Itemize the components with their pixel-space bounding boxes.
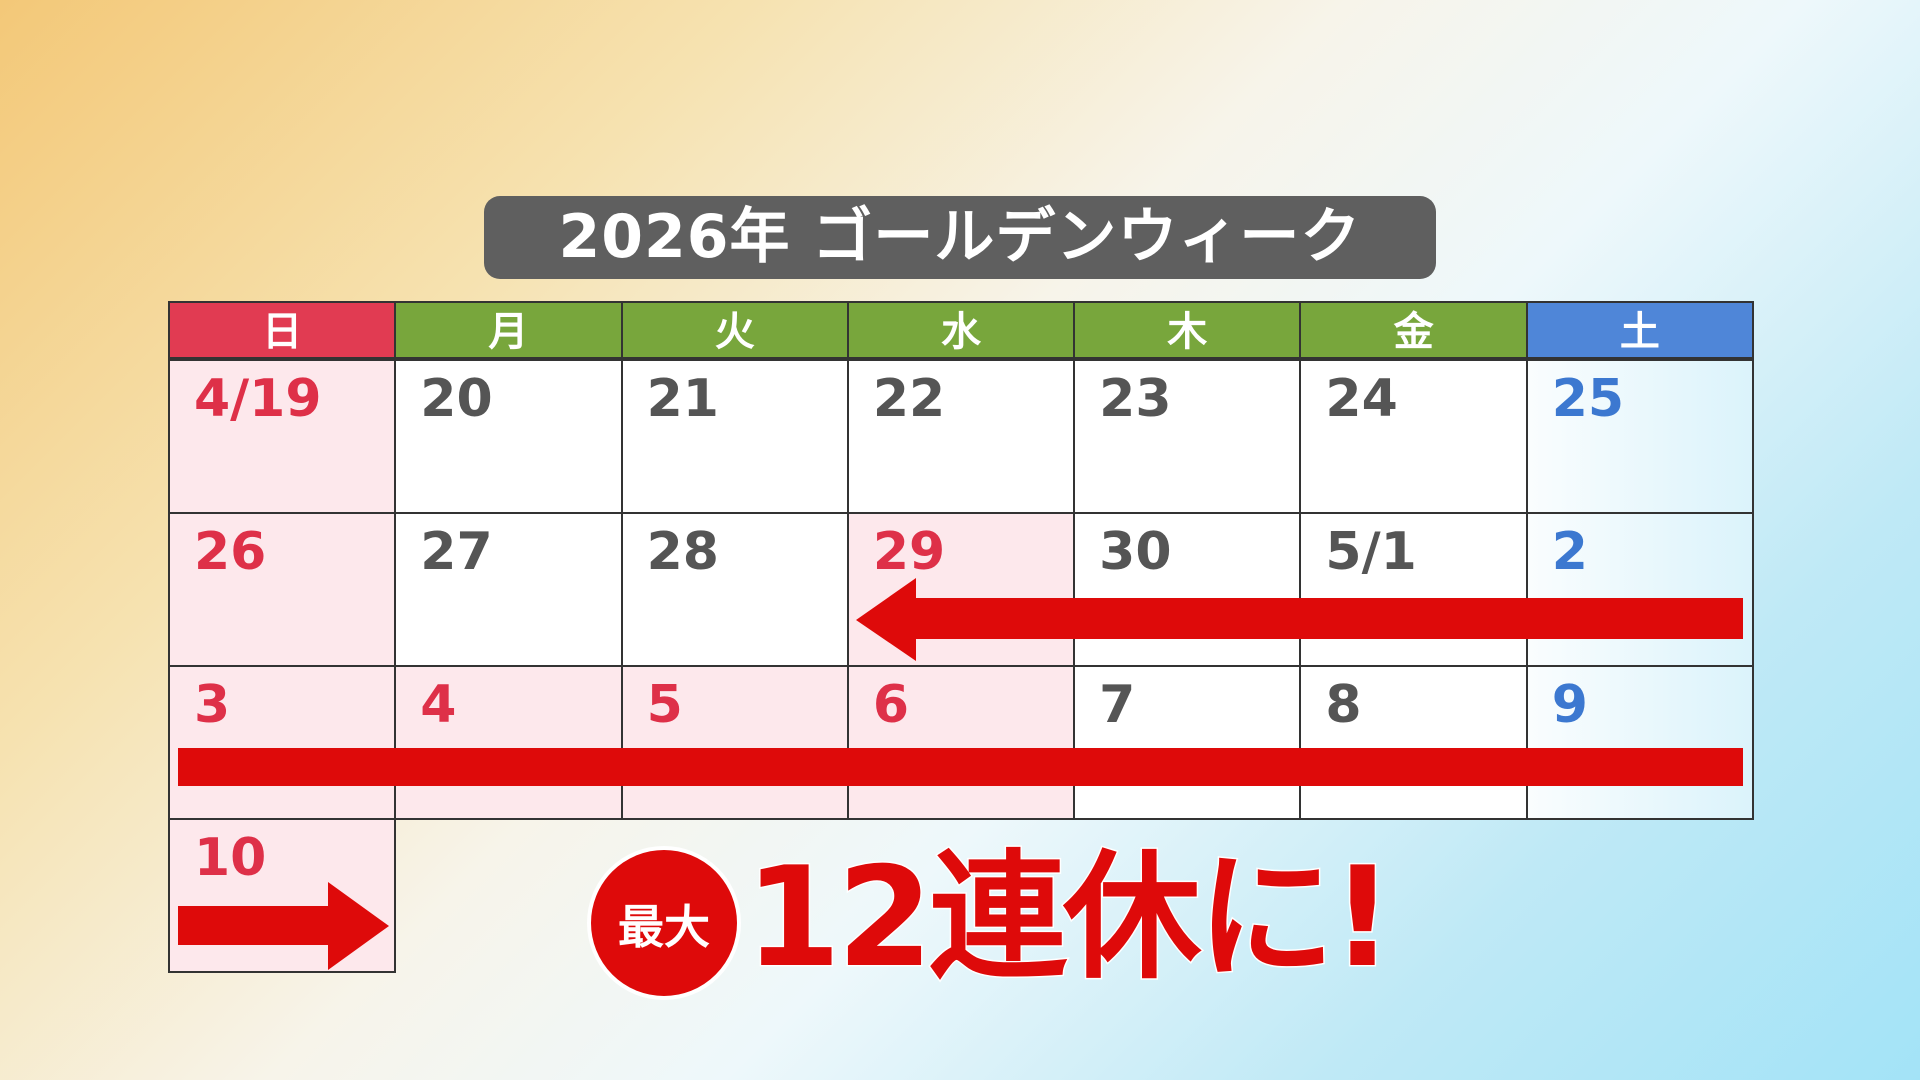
calendar-day: 21 (620, 359, 849, 514)
day-number: 29 (872, 522, 946, 582)
weekday-header: 水 (846, 301, 1076, 359)
calendar-day: 26 (168, 512, 397, 667)
calendar-day: 9 (1525, 665, 1754, 820)
day-number: 5 (646, 675, 683, 735)
weekday-header: 土 (1525, 301, 1754, 359)
day-number: 22 (872, 369, 946, 429)
calendar-day: 23 (1073, 359, 1302, 514)
day-number: 24 (1325, 369, 1398, 429)
day-number: 4/19 (194, 369, 322, 429)
day-number: 6 (872, 675, 910, 735)
calendar-day: 22 (846, 359, 1076, 514)
calendar-day: 29 (846, 512, 1076, 667)
day-number: 10 (194, 828, 267, 888)
calendar-day: 25 (1525, 359, 1754, 514)
calendar-day: 7 (1073, 665, 1302, 820)
day-number: 27 (420, 522, 493, 582)
calendar-day: 4/19 (168, 359, 397, 514)
calendar-day: 28 (620, 512, 849, 667)
day-number: 7 (1099, 675, 1136, 735)
calendar-title: 2026年 ゴールデンウィーク (484, 196, 1436, 279)
calendar-day: 2 (1525, 512, 1754, 667)
range-bar (178, 748, 1743, 786)
day-number: 2 (1551, 522, 1588, 582)
day-number: 9 (1551, 675, 1588, 735)
day-number: 20 (420, 369, 493, 429)
day-number: 30 (1099, 522, 1172, 582)
weekday-header: 月 (394, 301, 623, 359)
headline: 12連休に! (744, 836, 1396, 999)
day-number: 25 (1551, 369, 1625, 429)
calendar-day: 8 (1299, 665, 1528, 820)
calendar-day: 24 (1299, 359, 1528, 514)
day-number: 21 (646, 369, 719, 429)
weekday-header: 火 (620, 301, 849, 359)
day-number: 5/1 (1325, 522, 1417, 582)
day-number: 4 (420, 675, 457, 735)
calendar-day: 5 (620, 665, 849, 820)
calendar-day: 3 (168, 665, 397, 820)
day-number: 23 (1099, 369, 1172, 429)
day-number: 28 (646, 522, 719, 582)
weekday-header: 金 (1299, 301, 1528, 359)
day-number: 26 (194, 522, 267, 582)
left-arrow-icon (856, 578, 1743, 661)
right-arrow-icon (178, 882, 389, 970)
max-badge: 最大 (587, 846, 741, 1000)
day-number: 8 (1325, 675, 1362, 735)
weekday-header: 日 (168, 301, 397, 359)
day-number: 3 (194, 675, 231, 735)
calendar-day: 5/1 (1299, 512, 1528, 667)
calendar-day: 6 (846, 665, 1076, 820)
